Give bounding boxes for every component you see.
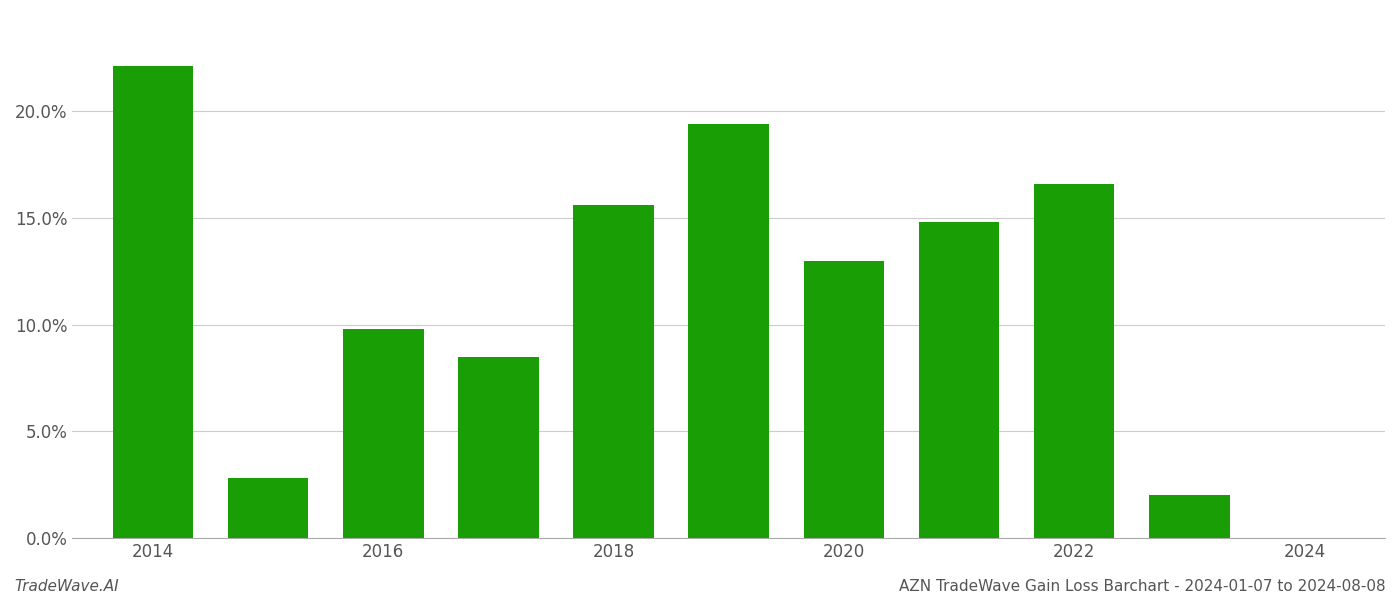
Bar [112, 66, 193, 538]
Bar [918, 222, 1000, 538]
Bar [689, 124, 769, 538]
Text: TradeWave.AI: TradeWave.AI [14, 579, 119, 594]
Bar [343, 329, 424, 538]
Bar [1149, 496, 1229, 538]
Bar [1033, 184, 1114, 538]
Text: AZN TradeWave Gain Loss Barchart - 2024-01-07 to 2024-08-08: AZN TradeWave Gain Loss Barchart - 2024-… [899, 579, 1386, 594]
Bar [228, 478, 308, 538]
Bar [458, 356, 539, 538]
Bar [804, 260, 885, 538]
Bar [573, 205, 654, 538]
